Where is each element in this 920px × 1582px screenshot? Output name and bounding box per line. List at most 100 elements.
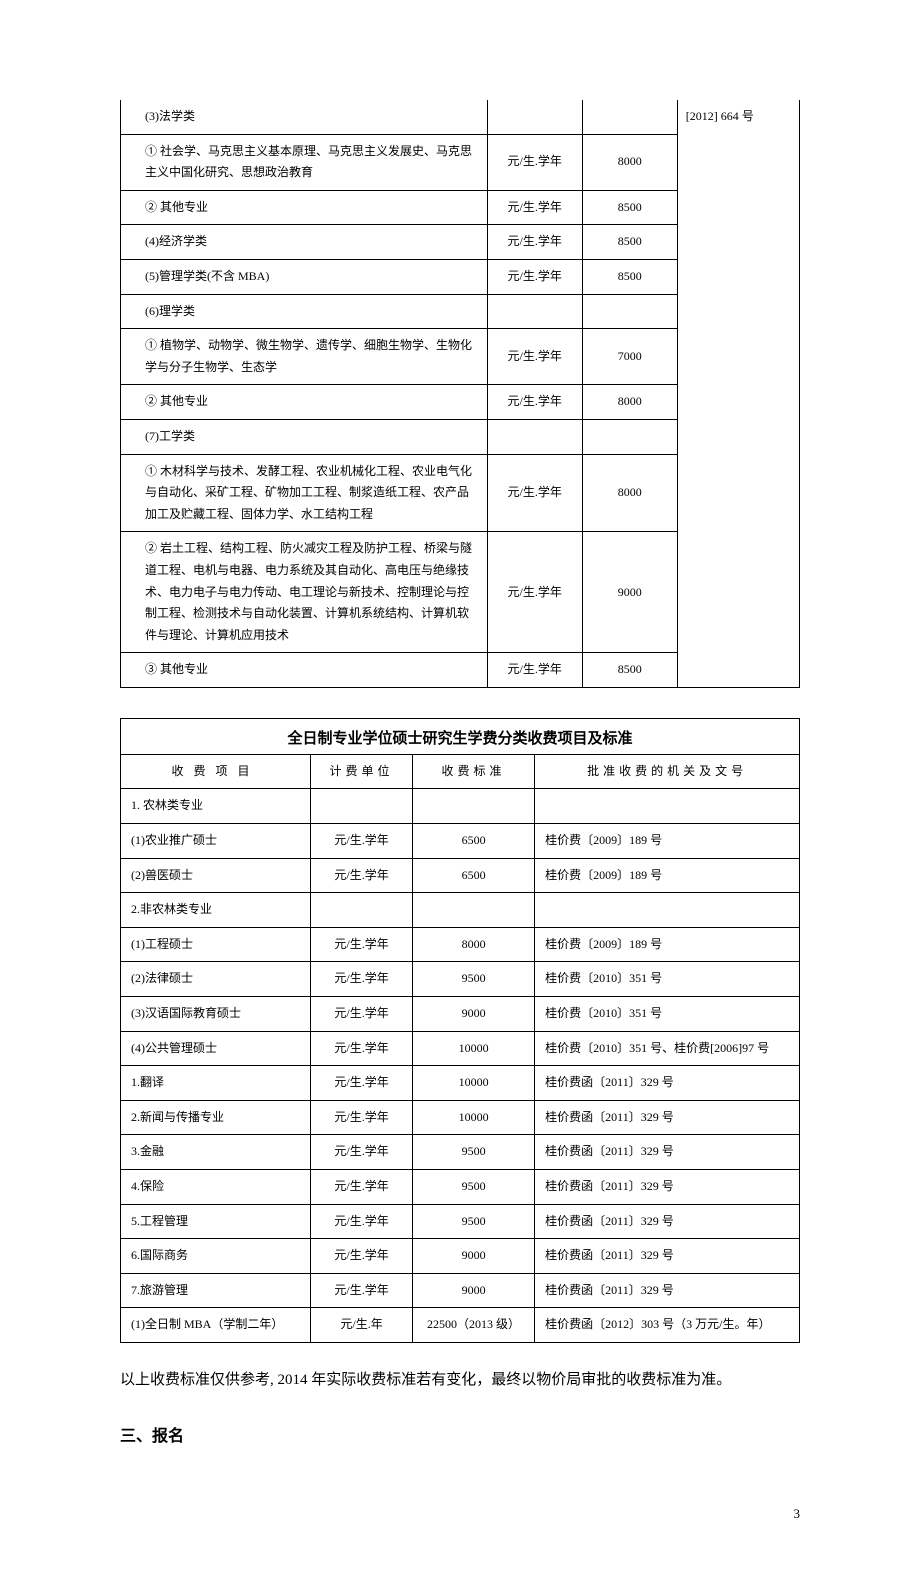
fee-item-name: (2)法律硕士 bbox=[121, 962, 311, 997]
table-row: 4.保险元/生.学年9500桂价费函〔2011〕329 号 bbox=[121, 1170, 800, 1205]
fee-table-1: (3)法学类[2012] 664 号① 社会学、马克思主义基本原理、马克思主义发… bbox=[120, 100, 800, 688]
fee-doc-ref: 桂价费函〔2011〕329 号 bbox=[535, 1204, 800, 1239]
fee-item-name: (1)农业推广硕士 bbox=[121, 824, 311, 859]
fee-unit: 元/生.学年 bbox=[311, 1204, 413, 1239]
table-row: (2)兽医硕士元/生.学年6500桂价费〔2009〕189 号 bbox=[121, 858, 800, 893]
fee-item-name: 1. 农林类专业 bbox=[121, 789, 311, 824]
table2-col-item: 收费项目 bbox=[121, 754, 311, 789]
table-row: 5.工程管理元/生.学年9500桂价费函〔2011〕329 号 bbox=[121, 1204, 800, 1239]
fee-amount: 9000 bbox=[582, 532, 677, 653]
fee-amount: 8500 bbox=[582, 225, 677, 260]
fee-doc-ref bbox=[535, 893, 800, 928]
page-number: 3 bbox=[120, 1506, 800, 1522]
table-row: (1)农业推广硕士元/生.学年6500桂价费〔2009〕189 号 bbox=[121, 824, 800, 859]
table-row: (4)公共管理硕士元/生.学年10000桂价费〔2010〕351 号、桂价费[2… bbox=[121, 1031, 800, 1066]
fee-amount: 22500（2013 级） bbox=[412, 1308, 534, 1343]
fee-amount: 8000 bbox=[412, 927, 534, 962]
fee-unit: 元/生.学年 bbox=[487, 454, 582, 532]
fee-doc-ref: 桂价费函〔2011〕329 号 bbox=[535, 1239, 800, 1274]
fee-item-name: (1)全日制 MBA（学制二年） bbox=[121, 1308, 311, 1343]
fee-amount: 8500 bbox=[582, 653, 677, 688]
section-heading: 三、报名 bbox=[120, 1422, 800, 1446]
fee-doc-ref: 桂价费〔2010〕351 号 bbox=[535, 997, 800, 1032]
table-row: 3.金融元/生.学年9500桂价费函〔2011〕329 号 bbox=[121, 1135, 800, 1170]
fee-unit: 元/生.学年 bbox=[311, 997, 413, 1032]
fee-doc-ref: 桂价费函〔2011〕329 号 bbox=[535, 1066, 800, 1101]
fee-amount: 10000 bbox=[412, 1066, 534, 1101]
fee-unit bbox=[487, 294, 582, 329]
table-row: (2)法律硕士元/生.学年9500桂价费〔2010〕351 号 bbox=[121, 962, 800, 997]
fee-doc-ref: 桂价费〔2009〕189 号 bbox=[535, 927, 800, 962]
fee-doc-ref: 桂价费函〔2011〕329 号 bbox=[535, 1273, 800, 1308]
fee-item-name: (6)理学类 bbox=[121, 294, 488, 329]
fee-unit: 元/生.学年 bbox=[487, 225, 582, 260]
fee-unit: 元/生.学年 bbox=[487, 134, 582, 190]
fee-doc-ref: 桂价费〔2009〕189 号 bbox=[535, 824, 800, 859]
fee-amount: 6500 bbox=[412, 824, 534, 859]
fee-unit: 元/生.学年 bbox=[311, 1239, 413, 1274]
fee-unit: 元/生.学年 bbox=[311, 824, 413, 859]
fee-note: 以上收费标准仅供参考, 2014 年实际收费标准若有变化，最终以物价局审批的收费… bbox=[120, 1367, 800, 1394]
fee-table-2: 收费项目 计费单位 收费标准 批准收费的机关及文号 1. 农林类专业(1)农业推… bbox=[120, 754, 800, 1343]
fee-amount: 10000 bbox=[412, 1031, 534, 1066]
fee-amount bbox=[582, 100, 677, 134]
fee-amount bbox=[582, 294, 677, 329]
fee-item-name: ① 木材科学与技术、发酵工程、农业机械化工程、农业电气化与自动化、采矿工程、矿物… bbox=[121, 454, 488, 532]
table-row: (3)汉语国际教育硕士元/生.学年9000桂价费〔2010〕351 号 bbox=[121, 997, 800, 1032]
fee-unit: 元/生.学年 bbox=[311, 1170, 413, 1205]
fee-item-name: 4.保险 bbox=[121, 1170, 311, 1205]
fee-doc-ref: 桂价费函〔2011〕329 号 bbox=[535, 1170, 800, 1205]
fee-unit: 元/生.学年 bbox=[487, 653, 582, 688]
fee-amount: 9500 bbox=[412, 1135, 534, 1170]
fee-doc-ref: 桂价费函〔2011〕329 号 bbox=[535, 1100, 800, 1135]
fee-amount: 7000 bbox=[582, 329, 677, 385]
table-row: 1.翻译元/生.学年10000桂价费函〔2011〕329 号 bbox=[121, 1066, 800, 1101]
fee-item-name: 5.工程管理 bbox=[121, 1204, 311, 1239]
fee-unit: 元/生.学年 bbox=[487, 259, 582, 294]
fee-item-name: (2)兽医硕士 bbox=[121, 858, 311, 893]
fee-amount: 8000 bbox=[582, 385, 677, 420]
fee-unit: 元/生.学年 bbox=[311, 1031, 413, 1066]
fee-amount: 8500 bbox=[582, 259, 677, 294]
fee-item-name: ① 植物学、动物学、微生物学、遗传学、细胞生物学、生物化学与分子生物学、生态学 bbox=[121, 329, 488, 385]
fee-unit: 元/生.学年 bbox=[311, 1273, 413, 1308]
fee-amount: 8000 bbox=[582, 454, 677, 532]
fee-amount bbox=[412, 789, 534, 824]
fee-unit: 元/生.学年 bbox=[311, 1100, 413, 1135]
table-row: 6.国际商务元/生.学年9000桂价费函〔2011〕329 号 bbox=[121, 1239, 800, 1274]
fee-doc-ref: 桂价费〔2010〕351 号、桂价费[2006]97 号 bbox=[535, 1031, 800, 1066]
fee-amount: 10000 bbox=[412, 1100, 534, 1135]
fee-unit: 元/生.学年 bbox=[487, 385, 582, 420]
fee-doc-ref: 桂价费〔2009〕189 号 bbox=[535, 858, 800, 893]
table-row: (1)工程硕士元/生.学年8000桂价费〔2009〕189 号 bbox=[121, 927, 800, 962]
fee-amount: 9000 bbox=[412, 997, 534, 1032]
fee-item-name: (3)汉语国际教育硕士 bbox=[121, 997, 311, 1032]
table2-header-row: 收费项目 计费单位 收费标准 批准收费的机关及文号 bbox=[121, 754, 800, 789]
fee-unit: 元/生.学年 bbox=[487, 532, 582, 653]
table2-col-fee: 收费标准 bbox=[412, 754, 534, 789]
fee-doc-ref: 桂价费函〔2011〕329 号 bbox=[535, 1135, 800, 1170]
fee-amount: 8500 bbox=[582, 190, 677, 225]
fee-unit bbox=[487, 100, 582, 134]
table-row: 2.非农林类专业 bbox=[121, 893, 800, 928]
fee-unit: 元/生.学年 bbox=[311, 1135, 413, 1170]
table2-col-doc: 批准收费的机关及文号 bbox=[535, 754, 800, 789]
fee-item-name: (5)管理学类(不含 MBA) bbox=[121, 259, 488, 294]
fee-unit bbox=[311, 789, 413, 824]
fee-item-name: ② 其他专业 bbox=[121, 190, 488, 225]
fee-item-name: 1.翻译 bbox=[121, 1066, 311, 1101]
fee-item-name: 3.金融 bbox=[121, 1135, 311, 1170]
table2-title: 全日制专业学位硕士研究生学费分类收费项目及标准 bbox=[120, 718, 800, 754]
fee-amount bbox=[582, 419, 677, 454]
fee-amount: 9000 bbox=[412, 1239, 534, 1274]
table-row: (1)全日制 MBA（学制二年）元/生.年22500（2013 级）桂价费函〔2… bbox=[121, 1308, 800, 1343]
fee-item-name: (7)工学类 bbox=[121, 419, 488, 454]
fee-unit: 元/生.学年 bbox=[487, 329, 582, 385]
fee-amount: 6500 bbox=[412, 858, 534, 893]
fee-amount: 9500 bbox=[412, 962, 534, 997]
fee-item-name: 2.新闻与传播专业 bbox=[121, 1100, 311, 1135]
table-row: (3)法学类[2012] 664 号 bbox=[121, 100, 800, 134]
fee-unit bbox=[311, 893, 413, 928]
fee-unit bbox=[487, 419, 582, 454]
fee-doc-ref: 桂价费〔2010〕351 号 bbox=[535, 962, 800, 997]
